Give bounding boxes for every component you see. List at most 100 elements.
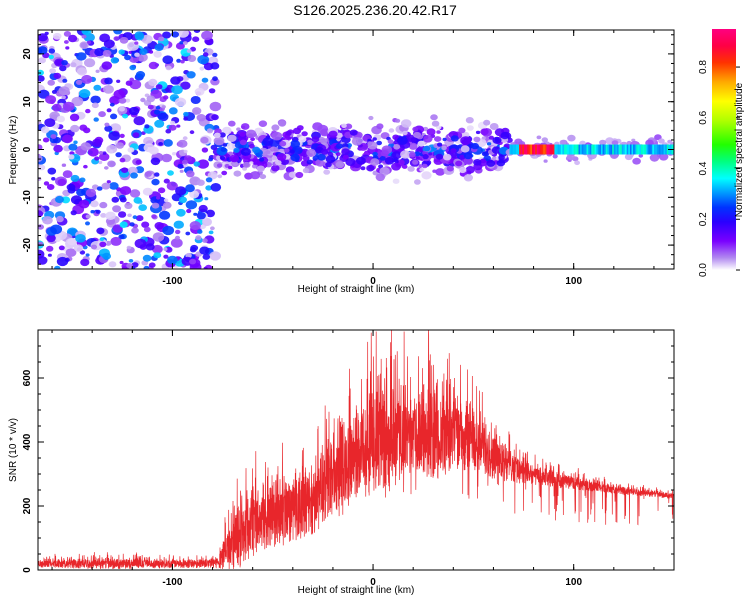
spectrogram-line-cell: [559, 144, 562, 155]
spectrogram-noise-cell: [189, 130, 195, 135]
spectrogram-signal-cell: [480, 158, 487, 164]
spectrogram-signal-cell: [486, 142, 492, 146]
spectrogram-noise-cell: [81, 74, 93, 84]
spectrogram-noise-cell: [128, 106, 140, 116]
snr-x-tick-label: -100: [162, 577, 182, 588]
spectrogram-noise-cell: [209, 57, 217, 64]
spectrogram-noise-cell: [193, 30, 201, 33]
spectrogram-noise-cell: [127, 213, 132, 218]
spectrogram-noise-cell: [56, 215, 64, 223]
spectrogram-noise-cell: [168, 107, 178, 115]
spectrogram-signal-cell: [368, 115, 374, 121]
spectrogram-noise-cell: [76, 67, 88, 76]
spectrogram-noise-cell: [99, 152, 110, 161]
spectrogram-signal-cell: [306, 148, 317, 157]
spectrogram-noise-cell: [135, 71, 146, 79]
spectrogram-noise-cell: [152, 232, 165, 242]
spectrogram-halo-cell: [632, 157, 641, 165]
spectrogram-noise-cell: [135, 159, 142, 165]
spectrogram-signal-cell: [465, 166, 475, 174]
spectrogram-signal-cell: [252, 146, 261, 154]
spectrogram-line-cell: [666, 144, 669, 155]
spectrogram-noise-cell: [162, 55, 174, 64]
spectrogram-signal-cell: [426, 128, 436, 136]
spectrogram-noise-cell: [102, 252, 111, 260]
spectrogram-noise-cell: [109, 123, 122, 133]
spectrogram-noise-cell: [200, 136, 209, 144]
spectrogram-line-cell: [581, 144, 584, 155]
spectrogram-noise-cell: [78, 199, 90, 209]
spectrogram-signal-cell: [483, 119, 491, 126]
spectrogram-signal-cell: [419, 167, 425, 172]
spectrogram-signal-cell: [249, 161, 254, 165]
spectrogram-signal-cell: [372, 151, 378, 157]
spectrogram-noise-cell: [38, 241, 44, 247]
spectrogram-noise-cell: [143, 226, 151, 233]
spectrogram-signal-cell: [283, 148, 290, 153]
spectrogram-signal-cell: [315, 158, 326, 167]
spectrogram-noise-cell: [158, 36, 165, 42]
spectrogram-noise-cell: [127, 147, 135, 153]
spectrogram-noise-cell: [186, 71, 196, 79]
spectrogram-noise-cell: [182, 41, 188, 45]
spectrogram-line-cell: [565, 144, 568, 155]
spectrogram-noise-cell: [129, 222, 135, 227]
spectrogram-line-cell: [514, 144, 517, 155]
spectrogram-noise-cell: [153, 252, 162, 259]
spectrogram-noise-cell: [90, 95, 101, 104]
colorbar-gradient: [712, 29, 736, 270]
spectrogram-signal-cell: [325, 155, 336, 164]
spectrogram-noise-cell: [162, 31, 171, 39]
colorbar: 0.0 0.2 0.4 0.6 0.8 Normalized spectral ampl…: [698, 29, 745, 277]
spectrogram-signal-cell: [290, 140, 301, 149]
spectrogram-noise-cell: [170, 76, 181, 85]
spectrogram-noise-cell: [154, 247, 162, 253]
spectrogram-noise-cell: [209, 101, 222, 112]
spectrogram-noise-cell: [144, 124, 150, 129]
spectrogram-signal-cell: [239, 131, 246, 137]
spectrogram-signal-cell: [341, 123, 347, 129]
spectrogram-noise-cell: [185, 200, 198, 210]
spectrogram-noise-cell: [170, 120, 176, 125]
spectrogram-signal-cell: [221, 170, 228, 176]
spectrogram-noise-cell: [65, 46, 70, 50]
spectrogram-line-cell: [528, 144, 531, 155]
spectrogram-noise-cell: [84, 58, 96, 68]
spectrogram-signal-cell: [435, 168, 445, 176]
spectrogram-signal-cell: [455, 160, 463, 167]
spectrogram-noise-cell: [145, 243, 155, 251]
spectrogram-noise-cell: [202, 238, 208, 243]
spectrogram-line-cell: [602, 144, 605, 155]
spectrogram-signal-cell: [335, 143, 343, 149]
spectrogram-noise-cell: [125, 80, 133, 86]
spectrogram-noise-cell: [62, 78, 68, 83]
spectrogram-noise-cell: [38, 57, 46, 64]
spectrogram-line-cell: [519, 144, 522, 155]
spectrogram-signal-cell: [458, 166, 467, 174]
spectrogram-signal-cell: [228, 120, 236, 127]
spectrogram-noise-cell: [51, 89, 57, 94]
spectrogram-noise-cell: [55, 195, 64, 204]
spectrogram-signal-cell: [442, 137, 447, 142]
spectrogram-signal-cell: [295, 171, 304, 179]
spectrogram-noise-cell: [91, 102, 99, 109]
spectrogram-signal-cell: [422, 154, 429, 160]
spectrogram-line-cell: [625, 144, 628, 155]
spectrogram-signal-cell: [262, 137, 274, 146]
spectrogram-noise-cell: [63, 31, 71, 37]
spectrogram-noise-cell: [187, 55, 197, 62]
spectrogram-line-cell: [564, 144, 567, 155]
spectrogram-line-cell: [584, 144, 588, 155]
spectrogram-y-tick-label: -20: [22, 237, 33, 252]
spectrogram-signal-cell: [360, 166, 366, 171]
spectrogram-noise-cell: [104, 166, 109, 170]
spectrogram-noise-cell: [109, 182, 119, 190]
spectrogram-signal-cell: [351, 137, 363, 146]
spectrogram-noise-cell: [51, 177, 56, 181]
spectrogram-noise-cell: [61, 163, 67, 167]
spectrogram-x-tick-label: -100: [162, 276, 182, 287]
spectrogram-signal-cell: [463, 174, 473, 182]
spectrogram-line-cell: [660, 144, 663, 155]
spectrogram-signal-cell: [473, 136, 481, 143]
spectrogram-noise-cell: [171, 31, 180, 38]
